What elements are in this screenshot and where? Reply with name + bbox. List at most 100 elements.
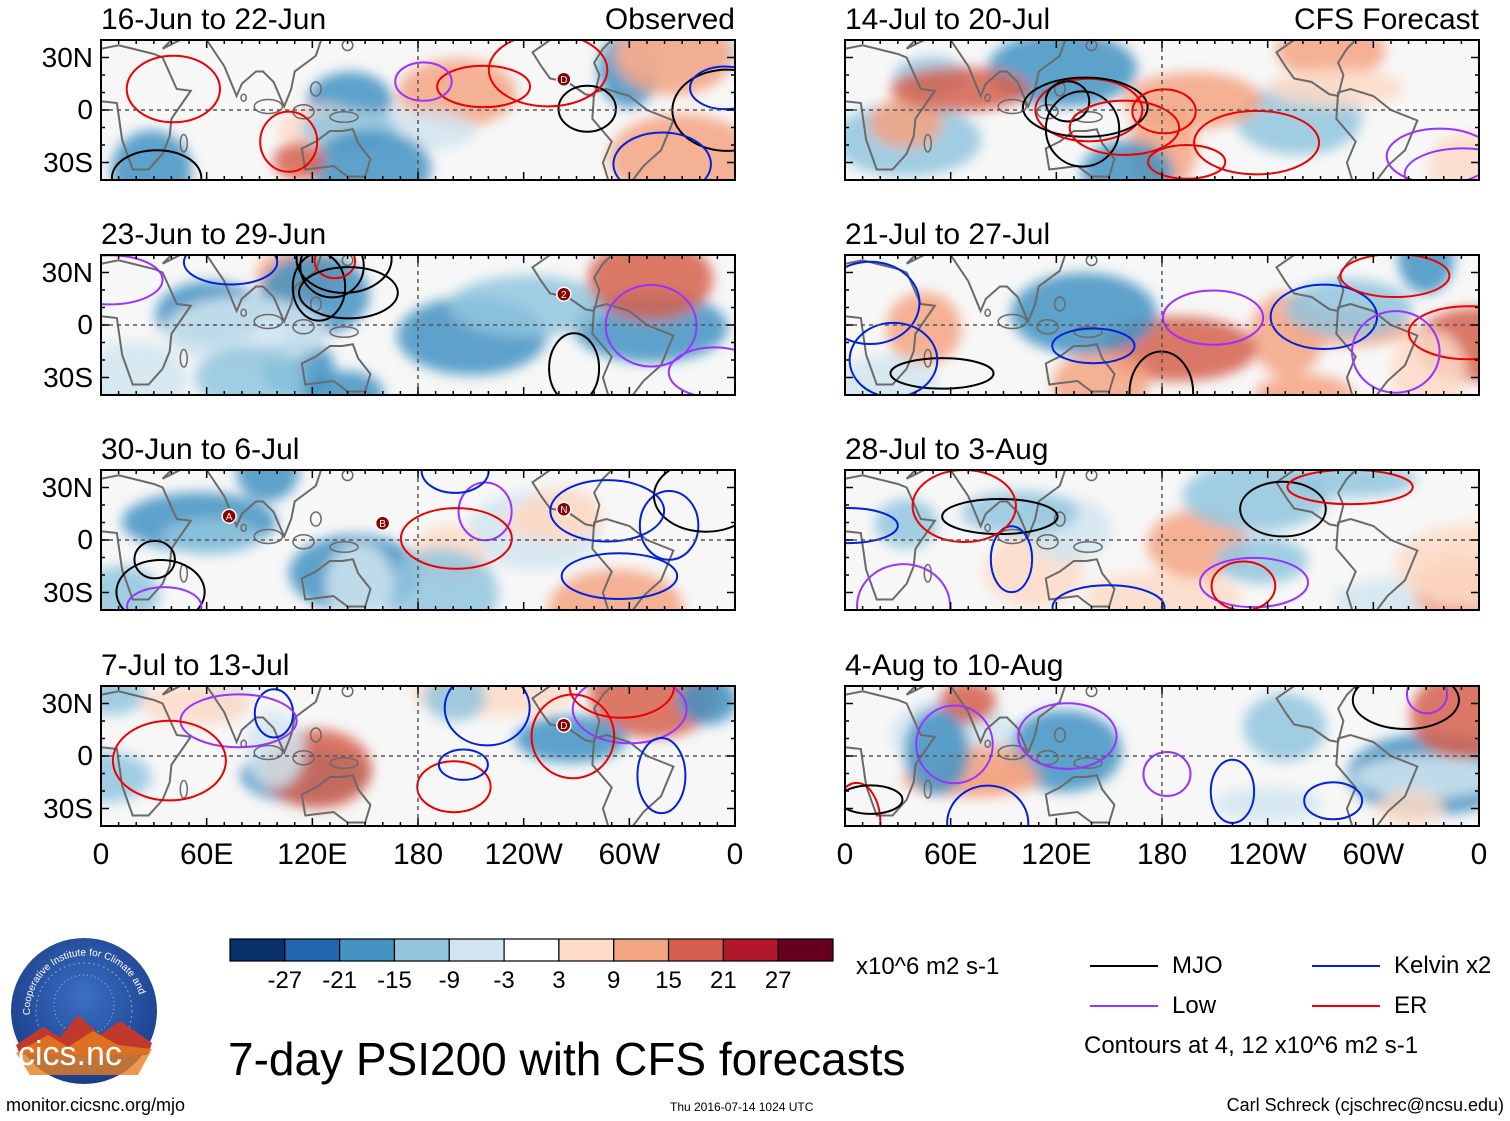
colorbar-unit: x10^6 m2 s-1 [856,953,1000,980]
y-tick-label: 30N [41,687,93,719]
contour-line [436,64,532,109]
contour-line [1021,76,1149,138]
contour-line [399,507,513,570]
contour-line [1044,90,1121,168]
coastline [101,690,193,817]
panel-title: 21-Jul to 27-Jul [845,218,1051,251]
x-tick-label: 60E [923,838,978,871]
psi-shading [845,255,1479,395]
panel-title: 7-Jul to 13-Jul [101,649,290,682]
anomaly-blob [677,686,735,725]
panel-obs-3: N A B [100,469,736,611]
coastline [845,690,937,817]
footer-timestamp: Thu 2016-07-14 1024 UTC [670,1100,814,1114]
coastline [1275,40,1358,98]
coastline [300,343,372,393]
colorbar-label: 15 [655,967,682,994]
y-tick-label: 30S [43,146,93,178]
contour-line [845,260,921,346]
coastline [1275,470,1358,528]
island-outline [1036,534,1059,550]
contour-line [110,149,203,180]
anomaly-blob [904,708,970,796]
island-outline [923,779,933,799]
colorbar-swatch [448,938,505,962]
contour-line [1044,80,1091,123]
colorbar-label: -3 [493,967,515,994]
legend-label: MJO [1172,952,1223,979]
contour-line [1286,470,1414,506]
storm-marker-label: D [560,721,567,732]
anomaly-blob [587,255,714,321]
y-tick-label: 30S [43,576,93,608]
contour-line [845,507,899,545]
x-tick-label: 0 [836,838,854,871]
contour-line [182,255,279,286]
colorbar-swatch [558,938,615,962]
footer-url[interactable]: monitor.cicsnc.org/mjo [6,1095,186,1115]
island-outline [1036,750,1059,766]
colorbar-swatch [722,938,779,962]
anomaly-blob [384,548,499,610]
y-tick-label: 30N [41,41,93,73]
anomaly-blob [140,686,251,726]
island-outline [329,326,359,338]
colorbar-label: -9 [438,967,460,994]
column-label: CFS Forecast [1293,3,1479,36]
colorbar-swatch [284,938,341,962]
panel-title: 30-Jun to 6-Jul [101,433,300,466]
coastline [1275,255,1358,313]
coastline [300,558,372,608]
anomaly-blob [310,129,432,180]
island-outline [1073,757,1103,769]
contour-line [530,693,616,780]
island-outline [1085,255,1098,267]
island-outline [984,523,992,532]
island-outline [341,40,354,52]
coastline [1335,302,1419,395]
panel-title: 14-Jul to 20-Jul [845,3,1051,36]
colorbar-swatch [393,938,450,962]
island-outline [240,93,248,102]
coastline [1044,558,1116,608]
contour-line [299,255,365,299]
island-outline [329,541,359,553]
storm-marker-label: N [560,505,567,516]
panel-fc-2 [844,254,1480,396]
contour-line [298,266,399,320]
colorbar-label: 21 [710,967,737,994]
colorbar-swatch [613,938,670,962]
coastline [161,255,323,325]
panel-title: 28-Jul to 3-Aug [845,433,1049,466]
contour-line [1269,283,1379,350]
logo-text: cics.nc [18,1035,122,1073]
island-outline [1053,511,1066,527]
colorbar-label: -21 [322,967,357,994]
x-tick-label: 120E [277,838,348,871]
anomaly-blob [1428,132,1479,180]
panel-title: 16-Jun to 22-Jun [101,3,327,36]
coastline [905,255,1067,325]
island-outline [329,111,359,123]
contour-line [115,558,206,610]
contour-line [548,332,601,395]
anomaly-blob [1081,140,1174,180]
contour-line [667,346,735,395]
coastline [531,255,614,313]
legend-label: Kelvin x2 [1394,952,1492,979]
contour-line [1147,143,1227,180]
contour-line [443,686,531,747]
psi-shading [101,686,735,809]
contour-line [845,784,904,815]
storm-marker [556,717,572,733]
coastline [161,686,323,756]
legend-label: Low [1172,992,1217,1019]
x-tick-label: 0 [726,838,744,871]
island-outline [253,528,284,545]
island-outline [1085,40,1098,52]
coastline [591,87,675,180]
island-outline [997,313,1028,330]
anomaly-blob [1410,686,1479,759]
storm-marker [556,286,572,302]
y-tick-label: 30S [43,792,93,824]
